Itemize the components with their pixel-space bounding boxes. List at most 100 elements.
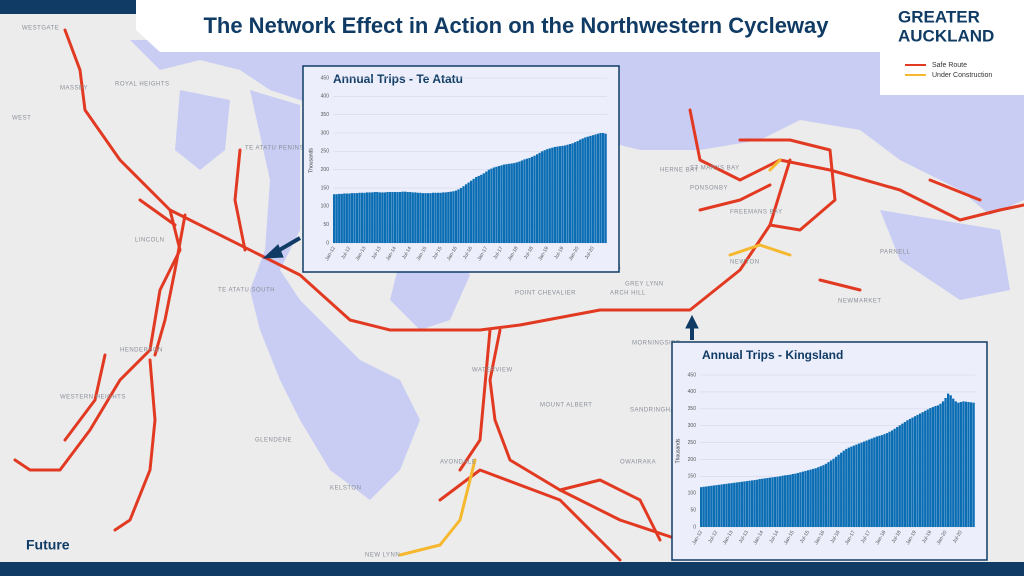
bar (439, 192, 442, 243)
bar (890, 430, 894, 527)
bar (829, 460, 833, 527)
corner-bar (0, 0, 136, 14)
y-tick-label: 50 (323, 222, 329, 228)
bar (601, 133, 605, 243)
bar (916, 414, 919, 527)
map-label: GLENDENE (255, 438, 292, 444)
y-tick-label: 200 (688, 457, 697, 463)
bar (447, 192, 450, 243)
bar (954, 401, 957, 527)
bar (860, 442, 863, 527)
bar (421, 193, 425, 243)
bar (338, 193, 341, 243)
bar (416, 192, 420, 243)
bar (388, 192, 392, 243)
map-label: SANDRINGHAM (630, 408, 681, 414)
bar (581, 138, 584, 243)
bar (896, 427, 899, 527)
bar (850, 446, 853, 527)
bar (857, 443, 861, 527)
bar (500, 165, 503, 243)
under-construction-routes (398, 158, 792, 557)
bar (939, 403, 942, 527)
bar (962, 401, 965, 527)
bar (903, 421, 906, 527)
bar (409, 192, 412, 243)
bar (368, 192, 371, 243)
bar (355, 193, 359, 243)
bar (363, 192, 366, 243)
bar (766, 478, 769, 527)
bar (467, 182, 470, 243)
bar (702, 486, 705, 527)
logo-panel (880, 0, 1024, 95)
y-tick-label: 50 (690, 507, 696, 513)
bar (376, 192, 379, 243)
legend: Safe Route Under Construction (905, 62, 992, 79)
bar (434, 192, 437, 243)
bar (781, 475, 784, 527)
bar (563, 145, 567, 243)
bar (373, 192, 376, 243)
y-tick-label: 150 (321, 185, 330, 191)
bar (391, 192, 394, 243)
bar (809, 469, 812, 527)
map-label: HERNE BAY (660, 168, 699, 174)
bar (546, 149, 549, 243)
bar (750, 480, 754, 527)
bar (401, 191, 404, 243)
bar (424, 193, 427, 243)
bar (457, 189, 460, 243)
bar (801, 471, 805, 527)
bar (492, 167, 496, 243)
bar (827, 462, 830, 527)
bar (717, 484, 721, 527)
bar (525, 158, 529, 243)
footer-bar (0, 562, 1024, 576)
bar (852, 445, 856, 527)
bar (482, 173, 485, 243)
bar (477, 175, 480, 243)
chart: Annual Trips - Te Atatu Thousands 0 50 100 15… (302, 65, 620, 273)
bar (419, 192, 422, 243)
bar (538, 152, 541, 243)
bar (530, 156, 534, 243)
bar (505, 164, 508, 243)
map-label: TE ATATU PENINSULA (245, 146, 317, 152)
map-label: PARNELL (880, 250, 911, 256)
bar (913, 416, 917, 527)
bar (814, 468, 817, 527)
bar (944, 397, 947, 527)
bar (875, 436, 878, 527)
bar (822, 465, 825, 527)
bar (898, 425, 901, 527)
bar (561, 145, 564, 243)
title: The Network Effect in Action on the Nort… (203, 13, 829, 38)
bar (553, 146, 557, 243)
bar (591, 135, 595, 243)
bar (715, 485, 718, 527)
map-label: HENDERSON (120, 348, 163, 354)
bar (707, 486, 710, 527)
bar (579, 139, 582, 243)
bar (371, 192, 374, 243)
y-tick-label: 200 (321, 167, 330, 173)
bar (868, 439, 871, 527)
map-label: ROYAL HEIGHTS (115, 82, 170, 88)
bar (404, 191, 407, 243)
bar (733, 482, 736, 527)
bar (571, 143, 574, 243)
bar (386, 192, 389, 243)
chart-title: Annual Trips - Te Atatu (333, 72, 463, 86)
bar (541, 151, 544, 243)
bar (548, 148, 551, 243)
y-tick-label: 400 (688, 389, 697, 395)
chart: Annual Trips - Kingsland Thousands 0 50 100 1… (671, 341, 988, 561)
bar (398, 192, 402, 243)
bar (584, 137, 587, 243)
bar (924, 410, 927, 527)
bar (535, 154, 539, 243)
bar (710, 485, 713, 527)
bar (873, 437, 876, 527)
